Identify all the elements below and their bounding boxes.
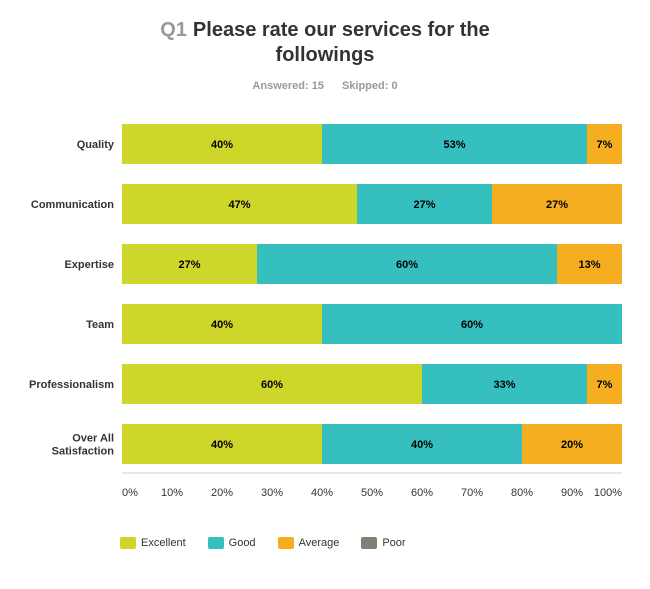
bar-good-professionalism: [422, 364, 587, 404]
answered-count: Answered: 15: [252, 80, 324, 92]
legend-item-good: Good: [207, 537, 256, 549]
legend-item-average: Average: [277, 537, 340, 549]
x-tick-label: 60%: [411, 487, 433, 499]
data-label: 7%: [597, 379, 613, 391]
bar-average-professionalism: [587, 364, 622, 404]
bar-excellent-expertise: [122, 244, 257, 284]
category-label: Over All: [72, 433, 114, 445]
bar-good-expertise: [257, 244, 557, 284]
bar-excellent-over-all-satisfaction: [122, 424, 322, 464]
x-tick-label: 70%: [461, 487, 483, 499]
bar-good-communication: [357, 184, 492, 224]
legend-item-excellent: Excellent: [120, 537, 186, 549]
data-label: 27%: [413, 199, 435, 211]
skipped-count: Skipped: 0: [341, 80, 398, 92]
x-tick-label: 10%: [161, 487, 183, 499]
question-text: Please rate our services for the followi…: [192, 19, 490, 66]
legend-label: Good: [228, 537, 256, 549]
data-label: 7%: [597, 139, 613, 151]
legend-label: Average: [298, 537, 340, 549]
chart-legend: Excellent Good Average Poor: [120, 537, 428, 549]
legend-label: Poor: [382, 537, 406, 549]
data-label: 53%: [443, 139, 465, 151]
bar-average-communication: [492, 184, 622, 224]
x-tick-label: 50%: [361, 487, 383, 499]
bar-average-quality: [587, 124, 622, 164]
response-stats: Answered: 15 Skipped: 0: [0, 80, 650, 92]
data-label: 47%: [228, 199, 250, 211]
category-label: Team: [86, 319, 114, 331]
data-label: 27%: [546, 199, 568, 211]
category-label: Quality: [77, 139, 115, 151]
data-label: 13%: [578, 259, 600, 271]
data-label: 27%: [178, 259, 200, 271]
category-label: Professionalism: [29, 379, 114, 391]
data-label: 60%: [261, 379, 283, 391]
bar-good-over-all-satisfaction: [322, 424, 522, 464]
data-label: 33%: [493, 379, 515, 391]
data-label: 40%: [211, 319, 233, 331]
legend-swatch: [361, 537, 378, 549]
bar-excellent-communication: [122, 184, 357, 224]
bar-average-expertise: [557, 244, 622, 284]
x-tick-label: 80%: [511, 487, 533, 499]
x-tick-label: 40%: [311, 487, 333, 499]
legend-swatch: [207, 537, 224, 549]
bar-good-quality: [322, 124, 587, 164]
legend-swatch: [120, 537, 136, 549]
data-label: 40%: [211, 139, 233, 151]
category-label: Communication: [31, 199, 114, 211]
x-tick-label: 100%: [594, 487, 622, 499]
x-tick-label: 0%: [122, 487, 138, 499]
x-tick-label: 90%: [561, 487, 583, 499]
bar-average-over-all-satisfaction: [522, 424, 622, 464]
legend-label: Excellent: [141, 537, 186, 549]
data-label: 60%: [461, 319, 483, 331]
category-label: Expertise: [64, 259, 114, 271]
bar-excellent-team: [122, 304, 322, 344]
category-label: Satisfaction: [52, 446, 115, 458]
bar-excellent-quality: [122, 124, 322, 164]
bar-excellent-professionalism: [122, 364, 422, 404]
data-label: 40%: [211, 439, 233, 451]
data-label: 40%: [411, 439, 433, 451]
data-label: 60%: [396, 259, 418, 271]
data-label: 20%: [561, 439, 583, 451]
legend-item-poor: Poor: [361, 537, 406, 549]
chart-title: Q1 Please rate our services for the follo…: [150, 18, 500, 68]
x-tick-label: 30%: [261, 487, 283, 499]
x-tick-label: 20%: [211, 487, 233, 499]
bar-good-team: [322, 304, 622, 344]
legend-swatch: [277, 537, 294, 549]
question-number: Q1: [160, 19, 187, 41]
